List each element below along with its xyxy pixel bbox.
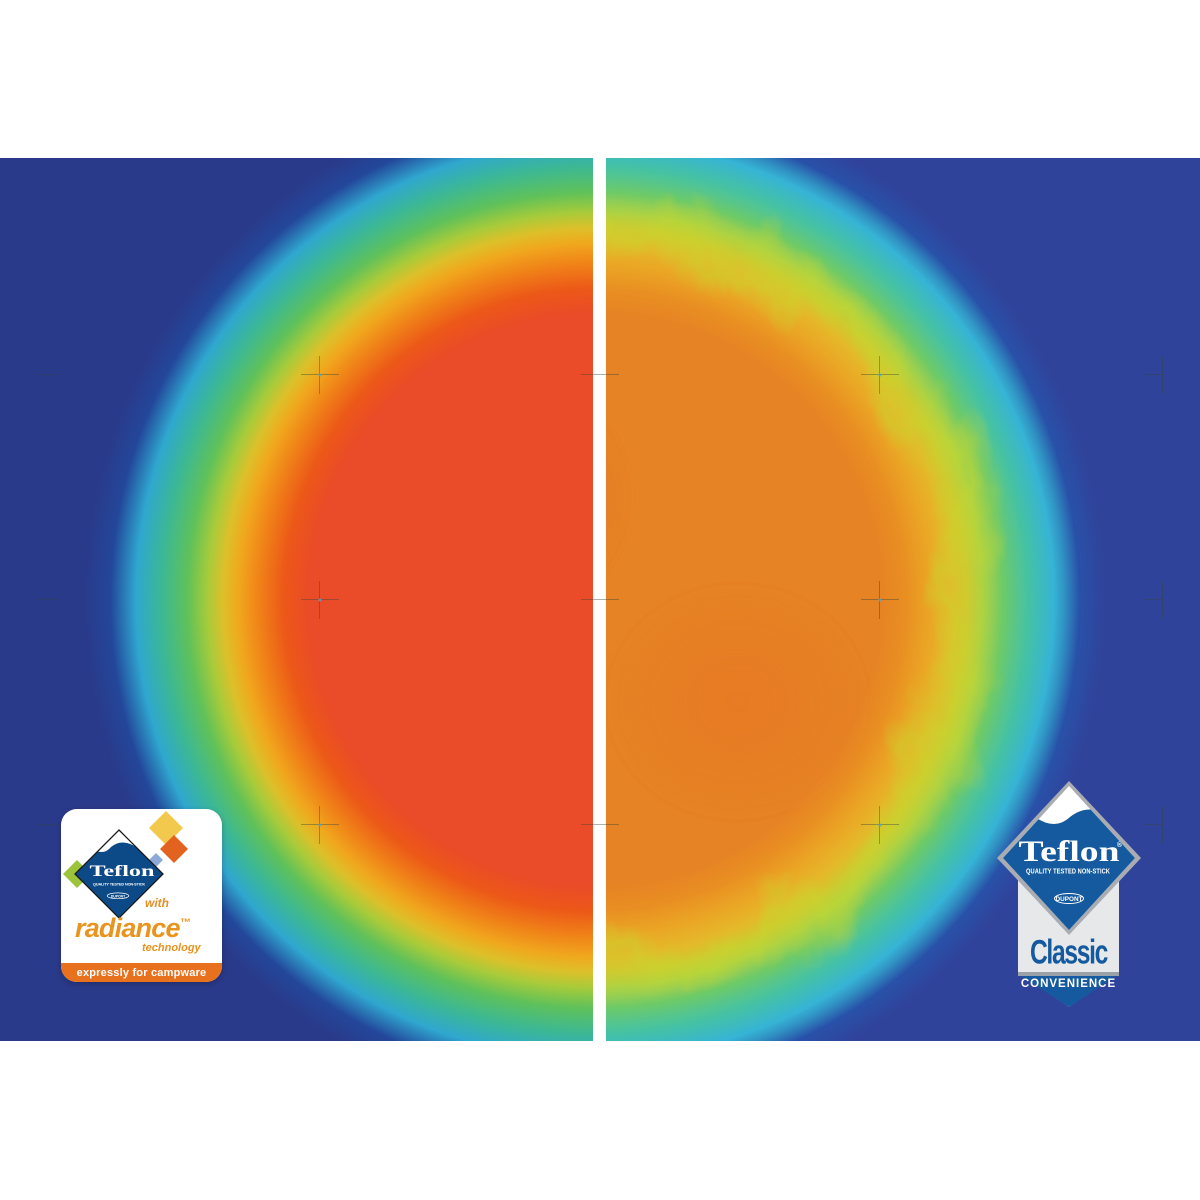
svg-text:QUALITY TESTED NON-STICK: QUALITY TESTED NON-STICK [1026, 867, 1110, 876]
svg-text:QUALITY TESTED NON-STICK: QUALITY TESTED NON-STICK [93, 883, 146, 887]
svg-text:Teflon: Teflon [90, 863, 155, 880]
svg-text:DUPONT: DUPONT [1056, 896, 1083, 903]
svg-text:DUPONT: DUPONT [111, 895, 126, 899]
svg-text:Teflon: Teflon [1019, 835, 1120, 868]
